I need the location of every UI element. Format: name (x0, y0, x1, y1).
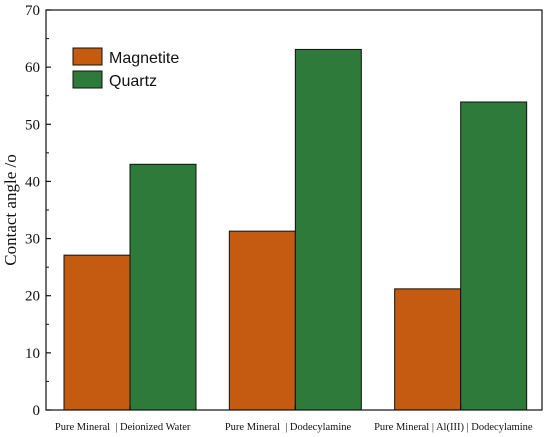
legend-label-magnetite: Magnetite (109, 50, 179, 67)
y-tick-label: 0 (33, 403, 41, 419)
labels-layer: Pure Mineral | Deionized Water Pure Miner… (25, 3, 533, 433)
bar-magnetite-2 (228, 230, 296, 411)
bar-quartz-1 (129, 163, 197, 411)
x-tick-label: Pure Mineral | Dodecylamine (225, 422, 352, 433)
x-tick-label: Pure Mineral | Deionized Water (55, 422, 191, 433)
legend-label-quartz: Quartz (109, 73, 157, 90)
y-tick-label: 60 (25, 60, 40, 76)
bars-layer (63, 48, 528, 411)
x-tick-label: Pure Mineral | Al(III) | Dodecylamine (374, 422, 533, 433)
bar-quartz-3 (460, 101, 528, 411)
legend: Magnetite Quartz (72, 47, 179, 90)
y-tick-label: 10 (25, 346, 40, 362)
axes-layer (45, 9, 543, 411)
legend-swatch-magnetite (72, 47, 103, 66)
y-tick-label: 40 (25, 174, 40, 190)
y-axis-title: Contact angle /o (1, 154, 20, 265)
y-tick-label: 30 (25, 232, 40, 248)
bar-magnetite-1 (63, 254, 131, 411)
y-tick-label: 50 (25, 117, 40, 133)
y-tick-label: 20 (25, 289, 40, 305)
bar-quartz-2 (294, 48, 362, 411)
bar-magnetite-3 (394, 288, 462, 411)
legend-swatch-quartz (72, 70, 103, 89)
y-tick-label: 70 (25, 3, 40, 19)
